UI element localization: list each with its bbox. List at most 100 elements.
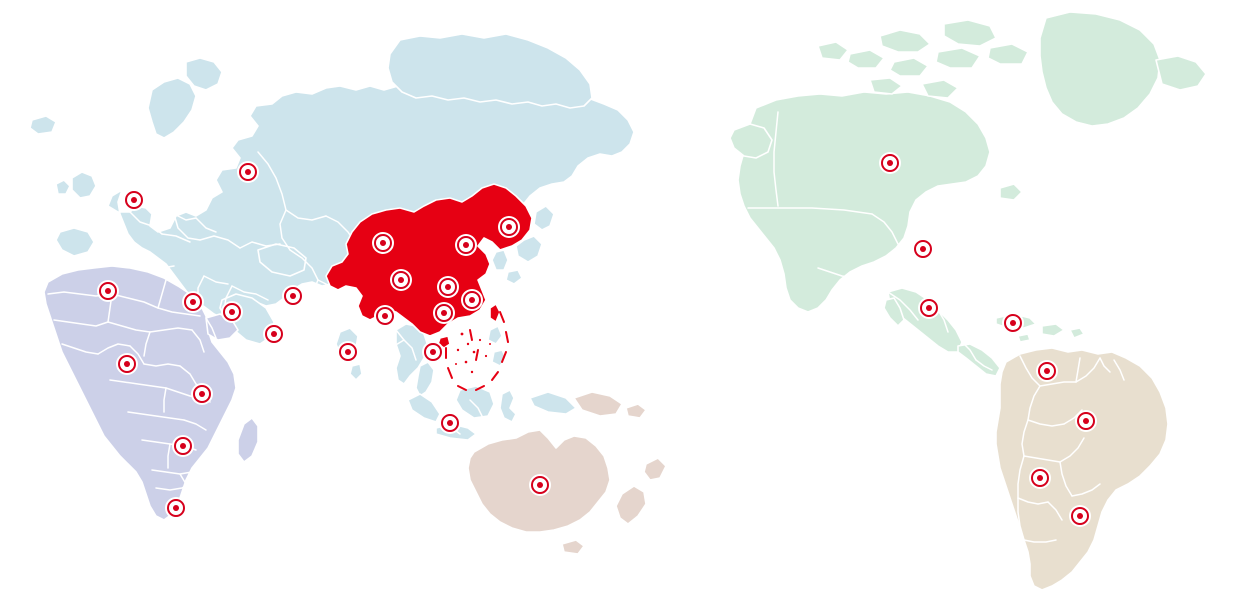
location-target-marker-icon[interactable] (879, 152, 901, 174)
location-target-marker-icon[interactable] (374, 305, 396, 327)
marker-center-dot (271, 331, 277, 337)
marker-outer-ring (914, 240, 932, 258)
marker-inner-gap-ring (438, 307, 450, 319)
marker-outer-ring (376, 307, 394, 325)
location-target-marker-icon[interactable] (529, 474, 551, 496)
marker-inner-gap-ring (102, 285, 114, 297)
marker-inner-gap-ring (917, 243, 929, 255)
location-target-marker-icon[interactable] (123, 189, 145, 211)
marker-inner-gap-ring (121, 358, 133, 370)
south-america-borders (1017, 355, 1125, 543)
location-target-marker-icon[interactable] (422, 341, 444, 363)
marker-outer-ring (441, 414, 459, 432)
marker-outer-ring (392, 271, 410, 289)
location-target-marker-icon[interactable] (165, 497, 187, 519)
marker-outer-ring (167, 499, 185, 517)
location-target-marker-icon[interactable] (172, 435, 194, 457)
marker-inner-gap-ring (427, 346, 439, 358)
marker-center-dot (926, 305, 932, 311)
marker-inner-gap-ring (1041, 365, 1053, 377)
marker-center-dot (199, 391, 205, 397)
marker-center-dot (1037, 475, 1043, 481)
marker-center-dot (537, 482, 543, 488)
marker-center-dot (229, 309, 235, 315)
location-target-marker-icon[interactable] (1002, 312, 1024, 334)
marker-outer-ring (463, 291, 481, 309)
marker-center-dot (190, 299, 196, 305)
location-target-marker-icon[interactable] (918, 297, 940, 319)
marker-center-dot (447, 420, 453, 426)
marker-center-dot (445, 284, 451, 290)
location-target-marker-icon[interactable] (433, 302, 455, 324)
marker-center-dot (463, 242, 469, 248)
marker-center-dot (245, 169, 251, 175)
marker-inner-gap-ring (377, 237, 389, 249)
marker-outer-ring (1071, 507, 1089, 525)
marker-outer-ring (424, 343, 442, 361)
location-target-marker-icon[interactable] (182, 291, 204, 313)
marker-center-dot (506, 224, 512, 230)
marker-inner-gap-ring (466, 294, 478, 306)
location-target-marker-icon[interactable] (337, 341, 359, 363)
marker-outer-ring (223, 303, 241, 321)
location-target-marker-icon[interactable] (97, 280, 119, 302)
marker-center-dot (398, 277, 404, 283)
marker-center-dot (105, 288, 111, 294)
location-target-marker-icon[interactable] (282, 285, 304, 307)
location-target-marker-icon[interactable] (912, 238, 934, 260)
region-eurasia (29, 33, 635, 441)
marker-center-dot (180, 443, 186, 449)
location-target-marker-icon[interactable] (1075, 410, 1097, 432)
marker-center-dot (1044, 368, 1050, 374)
marker-inner-gap-ring (226, 306, 238, 318)
marker-inner-gap-ring (534, 479, 546, 491)
location-target-marker-icon[interactable] (372, 232, 394, 254)
location-target-marker-icon[interactable] (439, 412, 461, 434)
location-target-marker-icon[interactable] (191, 383, 213, 405)
marker-outer-ring (184, 293, 202, 311)
marker-inner-gap-ring (342, 346, 354, 358)
marker-inner-gap-ring (287, 290, 299, 302)
location-target-marker-icon[interactable] (498, 216, 520, 238)
location-target-marker-icon[interactable] (237, 161, 259, 183)
marker-inner-gap-ring (1080, 415, 1092, 427)
marker-outer-ring (374, 234, 392, 252)
marker-outer-ring (265, 325, 283, 343)
location-target-marker-icon[interactable] (221, 301, 243, 323)
marker-inner-gap-ring (395, 274, 407, 286)
marker-inner-gap-ring (1074, 510, 1086, 522)
location-target-marker-icon[interactable] (1029, 467, 1051, 489)
marker-inner-gap-ring (444, 417, 456, 429)
location-target-marker-icon[interactable] (437, 276, 459, 298)
north-america-borders (747, 111, 993, 371)
marker-outer-ring (1077, 412, 1095, 430)
marker-inner-gap-ring (196, 388, 208, 400)
location-target-marker-icon[interactable] (116, 353, 138, 375)
marker-center-dot (469, 297, 475, 303)
location-target-marker-icon[interactable] (390, 269, 412, 291)
marker-outer-ring (284, 287, 302, 305)
marker-outer-ring (99, 282, 117, 300)
marker-inner-gap-ring (923, 302, 935, 314)
marker-inner-gap-ring (884, 157, 896, 169)
marker-outer-ring (435, 304, 453, 322)
marker-outer-ring (193, 385, 211, 403)
marker-inner-gap-ring (268, 328, 280, 340)
marker-outer-ring (118, 355, 136, 373)
region-south-america (995, 347, 1169, 591)
location-target-marker-icon[interactable] (263, 323, 285, 345)
location-target-marker-icon[interactable] (455, 234, 477, 256)
marker-center-dot (1077, 513, 1083, 519)
marker-outer-ring (174, 437, 192, 455)
marker-inner-gap-ring (128, 194, 140, 206)
location-target-marker-icon[interactable] (461, 289, 483, 311)
location-target-marker-icon[interactable] (1069, 505, 1091, 527)
marker-center-dot (441, 310, 447, 316)
marker-center-dot (430, 349, 436, 355)
marker-center-dot (382, 313, 388, 319)
location-target-marker-icon[interactable] (1036, 360, 1058, 382)
marker-center-dot (887, 160, 893, 166)
marker-inner-gap-ring (177, 440, 189, 452)
marker-outer-ring (339, 343, 357, 361)
